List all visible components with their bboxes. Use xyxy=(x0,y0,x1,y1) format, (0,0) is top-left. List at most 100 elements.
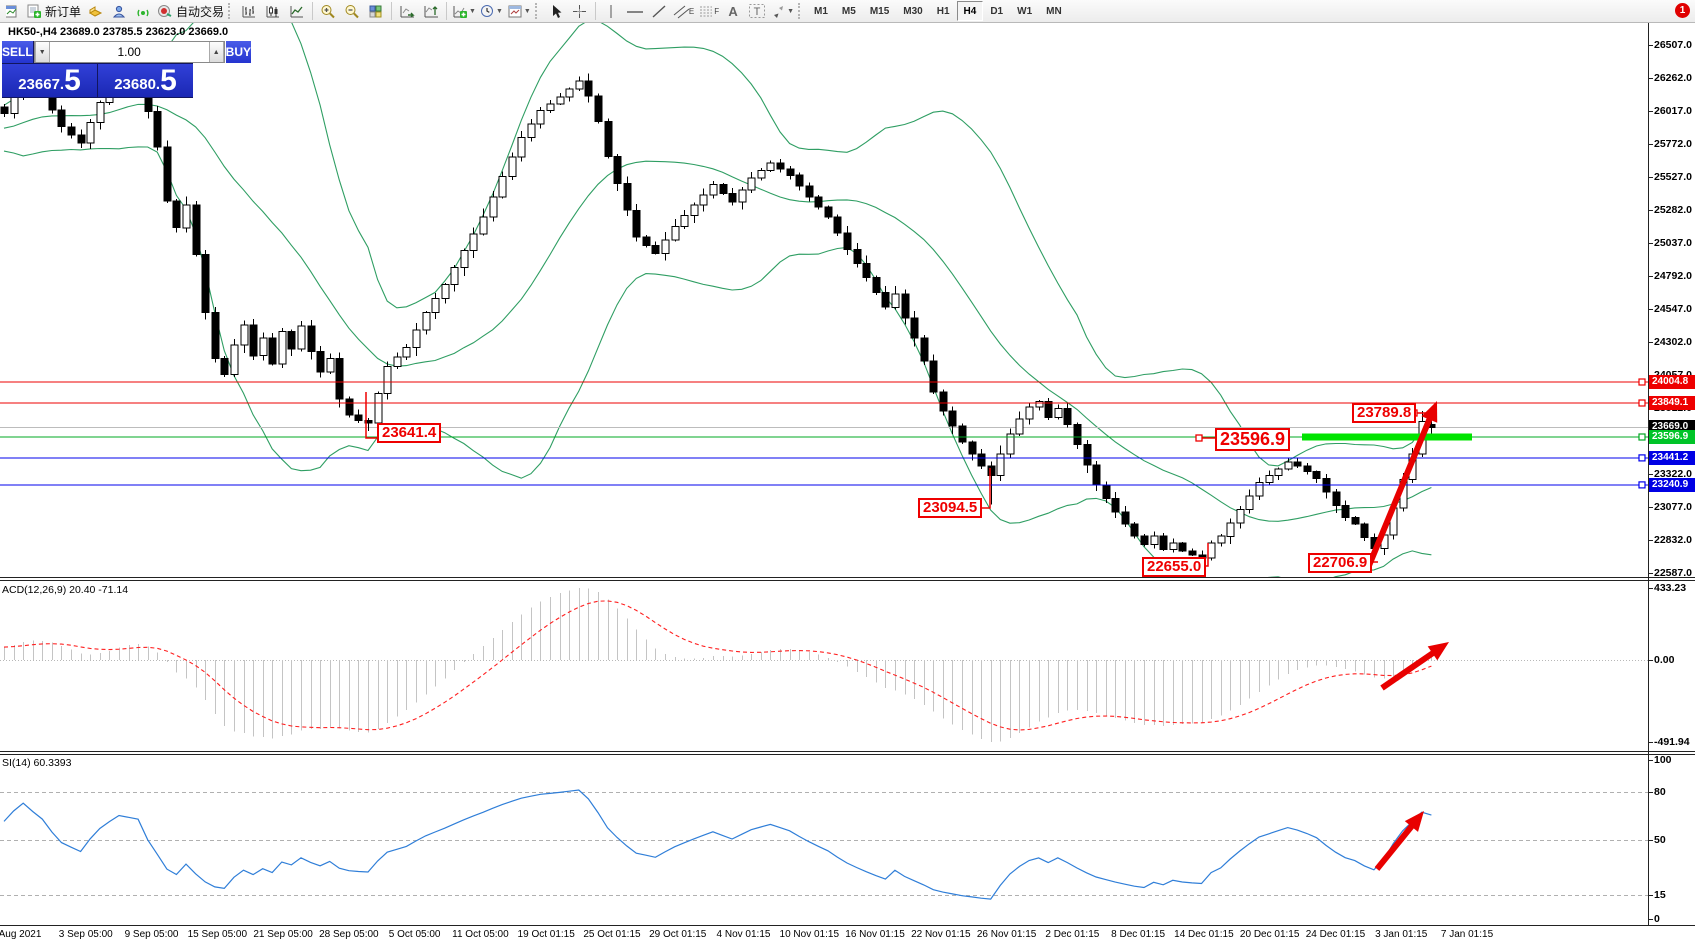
cursor-tool-icon[interactable] xyxy=(544,1,568,21)
zoom-out-icon[interactable] xyxy=(340,1,364,21)
time-axis-label[interactable]: 8 Dec 01:15 xyxy=(1111,929,1166,940)
time-axis-label[interactable]: 15 Sep 05:00 xyxy=(187,929,248,940)
price-annotation[interactable]: 23641.4 xyxy=(377,423,442,443)
timeframe-button-m5[interactable]: M5 xyxy=(841,5,856,17)
price-tag[interactable]: 23849.1 xyxy=(1649,396,1695,410)
price-axis-tick[interactable]: 25527.0 xyxy=(1654,171,1692,183)
chart-window-icon[interactable] xyxy=(0,1,24,21)
time-axis-label[interactable]: 10 Nov 01:15 xyxy=(779,929,840,940)
notification-badge[interactable]: 1 xyxy=(1675,3,1690,18)
time-axis-label[interactable]: 20 Dec 01:15 xyxy=(1239,929,1300,940)
buy-button[interactable]: BUY xyxy=(225,41,252,63)
macd-axis-tick[interactable]: 433.23 xyxy=(1654,582,1687,594)
support-zone-bar[interactable] xyxy=(1302,433,1472,441)
new-order-button[interactable]: 新订单 xyxy=(24,1,83,21)
price-axis-tick[interactable]: 24792.0 xyxy=(1654,270,1692,282)
line-anchor-marker[interactable] xyxy=(1638,399,1646,407)
time-axis-label[interactable]: 25 Oct 01:15 xyxy=(583,929,641,940)
chart-shift-icon[interactable] xyxy=(419,1,443,21)
line-anchor-marker[interactable] xyxy=(1638,433,1646,441)
panel-separator[interactable] xyxy=(0,577,1695,581)
text-label-tool-icon[interactable]: T xyxy=(745,1,769,21)
rsi-axis-tick[interactable]: 0 xyxy=(1654,913,1660,925)
toolbar-grip[interactable] xyxy=(534,3,542,19)
time-axis-label[interactable]: 24 Dec 01:15 xyxy=(1305,929,1366,940)
volume-input[interactable] xyxy=(49,42,209,62)
price-axis-tick[interactable]: 23322.0 xyxy=(1654,468,1692,480)
zoom-in-icon[interactable] xyxy=(316,1,340,21)
timeframe-button-w1[interactable]: W1 xyxy=(1017,5,1033,17)
time-axis-label[interactable]: 21 Sep 05:00 xyxy=(253,929,313,940)
price-axis-tick[interactable]: 25037.0 xyxy=(1654,237,1692,249)
timeframe-button-d1[interactable]: D1 xyxy=(990,5,1004,17)
price-axis-tick[interactable]: 26262.0 xyxy=(1654,72,1692,84)
line-anchor-marker[interactable] xyxy=(1638,454,1646,462)
price-annotation[interactable]: 23789.8 xyxy=(1352,403,1417,423)
timeframe-button-m30[interactable]: M30 xyxy=(903,5,923,17)
price-tag[interactable]: 23240.9 xyxy=(1649,477,1695,492)
time-axis-label[interactable]: 4 Nov 01:15 xyxy=(716,929,771,940)
price-axis-tick[interactable]: 26017.0 xyxy=(1654,105,1692,117)
time-axis-label[interactable]: 11 Oct 05:00 xyxy=(452,929,509,940)
buy-price[interactable]: 23680. 5 xyxy=(98,64,193,97)
time-axis-label[interactable]: 22 Nov 01:15 xyxy=(911,929,971,940)
bar-chart-mode-icon[interactable] xyxy=(237,1,261,21)
candlestick-mode-icon[interactable] xyxy=(261,1,285,21)
time-axis-label[interactable]: 26 Nov 01:15 xyxy=(976,929,1037,940)
price-tag[interactable]: 23596.9 xyxy=(1649,429,1695,444)
rsi-axis-tick[interactable]: 80 xyxy=(1654,786,1666,798)
timeframe-button-h4[interactable]: H4 xyxy=(956,1,984,21)
macd-axis-tick[interactable]: 0.00 xyxy=(1654,654,1675,666)
macd-axis-tick[interactable]: -491.94 xyxy=(1654,736,1690,748)
text-tool-icon[interactable]: A xyxy=(728,3,738,19)
history-center-icon[interactable] xyxy=(83,1,107,21)
price-tag[interactable]: 23441.2 xyxy=(1649,450,1695,465)
time-axis-label[interactable]: 7 Jan 01:15 xyxy=(1440,929,1494,940)
rsi-axis-tick[interactable]: 100 xyxy=(1654,754,1672,766)
trend-arrow[interactable] xyxy=(1380,642,1449,691)
add-indicator-icon[interactable]: ▼ xyxy=(450,1,478,21)
horizontal-line-tool-icon[interactable] xyxy=(623,1,647,21)
volume-decrease-button[interactable]: ▼ xyxy=(34,42,50,62)
time-axis-label[interactable]: 3 Sep 05:00 xyxy=(58,929,113,940)
price-axis-tick[interactable]: 23077.0 xyxy=(1654,501,1692,513)
trendline-tool-icon[interactable] xyxy=(647,1,671,21)
time-axis-label[interactable]: 16 Nov 01:15 xyxy=(845,929,905,940)
volume-increase-button[interactable]: ▲ xyxy=(208,42,224,62)
line-chart-mode-icon[interactable] xyxy=(285,1,309,21)
trend-arrow[interactable] xyxy=(1374,811,1424,871)
price-axis-tick[interactable]: 25772.0 xyxy=(1654,138,1692,150)
price-axis-tick[interactable]: 22587.0 xyxy=(1654,567,1692,579)
toolbar-grip[interactable] xyxy=(798,3,805,19)
tile-windows-icon[interactable] xyxy=(364,1,388,21)
signal-icon[interactable] xyxy=(131,1,155,21)
fibonacci-tool-icon[interactable]: F xyxy=(696,1,721,21)
auto-scroll-icon[interactable] xyxy=(395,1,419,21)
time-axis-label[interactable]: 14 Dec 01:15 xyxy=(1174,929,1234,940)
time-axis-label[interactable]: 29 Oct 01:15 xyxy=(649,929,707,940)
sell-button[interactable]: SELL xyxy=(2,41,33,63)
line-anchor-marker[interactable] xyxy=(1638,481,1646,489)
profile-icon[interactable] xyxy=(107,1,131,21)
timeframe-clock-icon[interactable]: ▼ xyxy=(478,1,505,21)
price-annotation[interactable]: 23596.9 xyxy=(1215,428,1291,451)
price-annotation[interactable]: 22655.0 xyxy=(1142,557,1207,577)
price-tag[interactable]: 24004.8 xyxy=(1649,375,1695,390)
time-axis-label[interactable]: 9 Sep 05:00 xyxy=(124,929,179,940)
panel-separator[interactable] xyxy=(0,751,1695,755)
timeframe-button-h1[interactable]: H1 xyxy=(936,5,950,17)
price-axis-tick[interactable]: 24302.0 xyxy=(1654,336,1692,348)
autotrade-button[interactable]: 自动交易 xyxy=(155,1,226,21)
toolbar-grip[interactable] xyxy=(228,3,235,19)
time-axis-label[interactable]: 2 Dec 01:15 xyxy=(1045,929,1100,940)
price-axis-tick[interactable]: 25282.0 xyxy=(1654,204,1692,216)
timeframe-button-m1[interactable]: M1 xyxy=(814,5,828,17)
crosshair-tool-icon[interactable] xyxy=(568,1,592,21)
price-axis-tick[interactable]: 24547.0 xyxy=(1654,303,1692,315)
price-annotation[interactable]: 22706.9 xyxy=(1308,553,1373,573)
arrows-tool-icon[interactable]: ▼ xyxy=(769,1,796,21)
price-axis-tick[interactable]: 26507.0 xyxy=(1654,39,1692,51)
time-axis-label[interactable]: 19 Oct 01:15 xyxy=(517,929,575,940)
annotation-marker[interactable] xyxy=(1195,434,1203,442)
